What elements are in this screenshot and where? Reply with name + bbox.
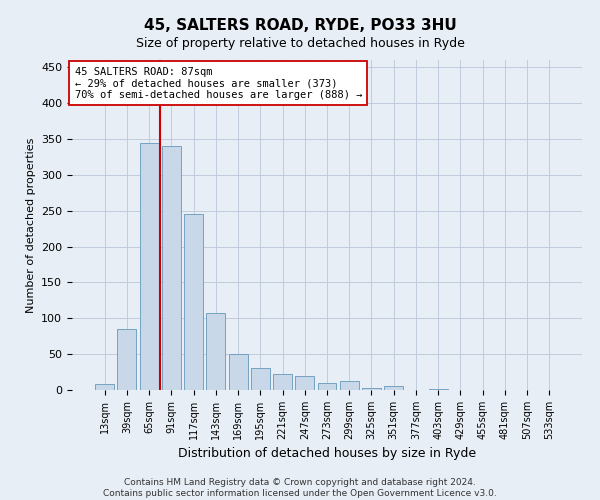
Text: Contains HM Land Registry data © Crown copyright and database right 2024.
Contai: Contains HM Land Registry data © Crown c…	[103, 478, 497, 498]
Text: 45 SALTERS ROAD: 87sqm
← 29% of detached houses are smaller (373)
70% of semi-de: 45 SALTERS ROAD: 87sqm ← 29% of detached…	[74, 66, 362, 100]
Bar	[95, 384, 114, 390]
Bar	[206, 313, 225, 390]
Bar	[229, 354, 248, 390]
Text: Size of property relative to detached houses in Ryde: Size of property relative to detached ho…	[136, 38, 464, 51]
Bar	[384, 386, 403, 390]
Bar	[251, 368, 270, 390]
Bar	[317, 383, 337, 390]
Bar	[295, 376, 314, 390]
Bar	[162, 146, 181, 390]
Bar	[184, 214, 203, 390]
Bar	[118, 329, 136, 390]
Y-axis label: Number of detached properties: Number of detached properties	[26, 138, 35, 312]
Bar	[340, 382, 359, 390]
Bar	[362, 388, 381, 390]
Bar	[273, 374, 292, 390]
X-axis label: Distribution of detached houses by size in Ryde: Distribution of detached houses by size …	[178, 448, 476, 460]
Bar	[429, 388, 448, 390]
Text: 45, SALTERS ROAD, RYDE, PO33 3HU: 45, SALTERS ROAD, RYDE, PO33 3HU	[143, 18, 457, 32]
Bar	[140, 142, 158, 390]
